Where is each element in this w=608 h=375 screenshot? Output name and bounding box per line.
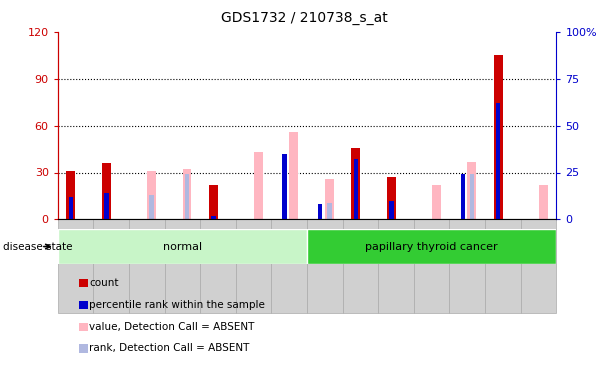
Bar <box>496 103 500 219</box>
Bar <box>387 177 396 219</box>
Bar <box>485 219 520 313</box>
Bar <box>185 174 189 219</box>
Bar <box>378 219 414 313</box>
Text: disease state: disease state <box>3 242 72 252</box>
Bar <box>468 162 477 219</box>
Text: percentile rank within the sample: percentile rank within the sample <box>89 300 265 310</box>
Bar <box>58 229 307 264</box>
Bar <box>182 170 192 219</box>
Bar <box>209 185 218 219</box>
Bar <box>432 185 441 219</box>
Bar <box>307 229 556 264</box>
Bar <box>69 197 73 219</box>
Bar <box>470 174 474 219</box>
Bar <box>271 219 307 313</box>
Bar <box>520 219 556 313</box>
Bar <box>343 219 378 313</box>
Bar <box>494 56 503 219</box>
Bar <box>389 201 393 219</box>
Text: papillary thyroid cancer: papillary thyroid cancer <box>365 242 498 252</box>
Text: GDS1732 / 210738_s_at: GDS1732 / 210738_s_at <box>221 11 387 25</box>
Bar <box>150 195 154 219</box>
Bar <box>354 159 358 219</box>
Bar <box>129 219 165 313</box>
Bar <box>414 219 449 313</box>
Bar <box>66 171 75 219</box>
Bar <box>58 219 94 313</box>
Bar <box>147 171 156 219</box>
Text: normal: normal <box>163 242 202 252</box>
Text: count: count <box>89 278 119 288</box>
Bar <box>236 219 271 313</box>
Text: rank, Detection Call = ABSENT: rank, Detection Call = ABSENT <box>89 344 249 353</box>
Bar <box>325 179 334 219</box>
Bar <box>165 219 200 313</box>
Bar <box>449 219 485 313</box>
Bar <box>460 174 465 219</box>
Bar <box>318 204 322 219</box>
Bar <box>200 219 236 313</box>
Bar <box>327 202 331 219</box>
Bar <box>289 132 299 219</box>
Bar <box>254 152 263 219</box>
Bar <box>102 163 111 219</box>
Bar <box>539 185 548 219</box>
Bar <box>351 147 361 219</box>
Bar <box>105 193 109 219</box>
Bar <box>211 216 215 219</box>
Bar <box>283 154 287 219</box>
Text: value, Detection Call = ABSENT: value, Detection Call = ABSENT <box>89 322 254 332</box>
Bar <box>94 219 129 313</box>
Bar <box>307 219 343 313</box>
